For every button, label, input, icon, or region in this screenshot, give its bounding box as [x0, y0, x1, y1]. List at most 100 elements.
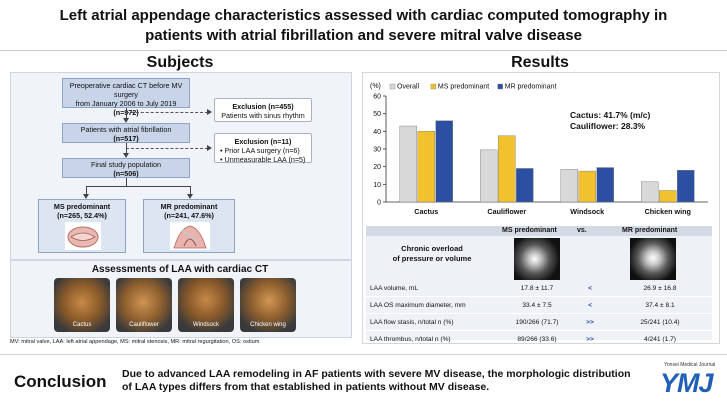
exclusion-1-title: Exclusion (n=455) — [232, 102, 294, 111]
x-tick-label: Windsock — [570, 207, 604, 216]
comparison-table: MS predominant vs. MR predominant Chroni… — [366, 226, 712, 343]
exclusion-2-item-2: • Unmeasurable LAA (n=5) — [220, 155, 306, 164]
exclusion-box-1: Exclusion (n=455) Patients with sinus rh… — [214, 98, 312, 122]
y-tick-label: 40 — [373, 129, 381, 136]
group-mr-label: MR predominant (n=241, 47.6%) — [144, 200, 234, 220]
x-tick-label: Cauliflower — [487, 207, 526, 216]
conclusion-text-1: Due to advanced LAA remodeling in AF pat… — [122, 368, 631, 380]
y-tick-label: 60 — [373, 94, 381, 101]
laa-thumb-cauliflower: Cauliflower — [116, 278, 172, 332]
legend-label: Overall — [397, 84, 420, 91]
group-mr-label-1: MR predominant — [160, 202, 218, 211]
bar — [677, 169, 695, 203]
row-mr-os-diameter: 37.4 ± 8.1 — [645, 301, 675, 309]
table-row: LAA volume, mL 17.8 ± 11.7 < 26.9 ± 16.8 — [366, 280, 712, 297]
table-row: LAA OS maximum diameter, mm 33.4 ± 7.5 <… — [366, 297, 712, 314]
table-header: MS predominant vs. MR predominant — [366, 226, 712, 236]
y-tick-label: 50 — [373, 111, 381, 118]
flow-split-bar — [86, 186, 190, 187]
exclusion-arrowhead-2 — [207, 145, 212, 151]
flow-box-final-population: Final study population (n=506) — [62, 158, 190, 178]
ms-valve-illustration — [65, 222, 101, 250]
flow-box-preop-ct: Preoperative cardiac CT before MV surger… — [62, 78, 190, 117]
results-heading: Results — [511, 54, 569, 71]
flow-arrowhead-1 — [123, 118, 129, 123]
y-tick-label: 30 — [373, 147, 381, 154]
group-ms-label: MS predominant (n=265, 52.4%) — [39, 200, 125, 220]
exclusion-connector-2 — [126, 148, 208, 149]
group-box-ms: MS predominant (n=265, 52.4%) — [38, 199, 126, 253]
row-mr-volume: 26.9 ± 16.8 — [643, 284, 677, 292]
bar — [596, 167, 614, 203]
title-line-2: patients with atrial fibrillation and se… — [145, 27, 582, 44]
ymj-logo: YMJ — [660, 368, 714, 398]
laa-morphology-bar-chart: 0 10 20 30 40 50 60 (%) Overall MS predominant MR … — [370, 83, 708, 216]
bar — [516, 168, 534, 203]
row-ms-os-diameter: 33.4 ± 7.5 — [522, 301, 552, 309]
legend-label: MS predominant — [438, 84, 489, 91]
flow-split-left-head — [83, 194, 89, 199]
flow-arrowhead-2 — [123, 153, 129, 158]
bar — [399, 125, 417, 203]
overload-label-2: of pressure or volume — [392, 254, 472, 263]
exclusion-2-title: Exclusion (n=11) — [234, 137, 292, 146]
bar — [578, 170, 596, 203]
table-row: LAA thrombus, n/total n (%) 89/266 (33.6… — [366, 331, 712, 348]
subjects-heading: Subjects — [146, 54, 214, 71]
row-cmp-flow-stasis: >> — [586, 318, 594, 326]
bar — [641, 181, 659, 203]
group-ms-label-2: (n=265, 52.4%) — [57, 211, 107, 220]
ct-image-ms — [514, 238, 560, 280]
exclusion-box-2: Exclusion (n=11) • Prior LAA surgery (n=… — [214, 133, 312, 164]
y-tick-label: 20 — [373, 164, 381, 171]
row-mr-thrombus: 4/241 (1.7) — [644, 335, 676, 343]
row-label-os-diameter: LAA OS maximum diameter, mm — [370, 301, 466, 309]
row-cmp-os-diameter: < — [588, 301, 592, 309]
journal-name: Yonsei Medical Journal — [664, 362, 716, 368]
flow-box-af-line1: Patients with atrial fibrillation — [80, 125, 172, 134]
bar — [659, 190, 677, 203]
legend-swatch — [430, 83, 437, 90]
exclusion-arrowhead-1 — [207, 109, 212, 115]
laa-label-cactus: Cactus — [72, 322, 92, 328]
row-label-flow-stasis: LAA flow stasis, n/total n (%) — [370, 318, 454, 326]
flow-box-preop-ct-line1: Preoperative cardiac CT before MV surger… — [69, 81, 183, 99]
bar — [498, 135, 516, 203]
col-vs-header: vs. — [577, 227, 587, 234]
measurements-table: LAA volume, mL 17.8 ± 11.7 < 26.9 ± 16.8… — [366, 280, 712, 347]
legend-label: MR predominant — [505, 84, 557, 91]
assess-heading: Assessments of LAA with cardiac CT — [91, 264, 269, 275]
exclusion-2-item-1: • Prior LAA surgery (n=6) — [220, 146, 300, 155]
row-label-volume: LAA volume, mL — [370, 284, 419, 292]
y-tick-label: 10 — [373, 182, 381, 189]
bar — [480, 149, 498, 203]
row-mr-flow-stasis: 25/241 (10.4) — [640, 318, 680, 326]
y-axis-label: (%) — [370, 83, 381, 90]
abbreviation-footnote: MV: mitral valve, LAA: left atrial appen… — [10, 339, 260, 345]
row-cmp-thrombus: >> — [586, 335, 594, 343]
x-tick-label: Cactus — [414, 207, 438, 216]
flow-arrow-1 — [126, 108, 127, 120]
laa-label-chicken-wing: Chicken wing — [250, 322, 286, 328]
conclusion-divider — [0, 354, 727, 355]
flow-split-stem — [126, 178, 127, 186]
flow-box-final-line1: Final study population — [91, 160, 161, 169]
group-ms-label-1: MS predominant — [53, 202, 111, 211]
row-ms-flow-stasis: 190/266 (71.7) — [515, 318, 559, 326]
laa-label-cauliflower: Cauliflower — [129, 322, 159, 328]
y-tick-label: 0 — [377, 200, 381, 207]
annotation-cauliflower: Cauliflower: 28.3% — [570, 121, 646, 131]
title-line-1: Left atrial appendage characteristics as… — [59, 7, 668, 24]
group-mr-label-2: (n=241, 47.6%) — [164, 211, 214, 220]
conclusion-text: Due to advanced LAA remodeling in AF pat… — [122, 368, 642, 394]
legend-swatch — [389, 83, 396, 90]
group-box-mr: MR predominant (n=241, 47.6%) — [143, 199, 235, 253]
flow-box-af-count: (n=517) — [113, 134, 139, 143]
row-ms-thrombus: 89/266 (33.6) — [517, 335, 557, 343]
col-mr-header: MR predominant — [622, 227, 678, 234]
bar — [560, 169, 578, 203]
overload-label: Chronic overload of pressure or volume — [366, 244, 498, 264]
laa-thumb-cactus: Cactus — [54, 278, 110, 332]
flow-box-final-count: (n=506) — [113, 169, 139, 178]
conclusion-text-2: of LAA types differs from that establish… — [122, 381, 490, 393]
